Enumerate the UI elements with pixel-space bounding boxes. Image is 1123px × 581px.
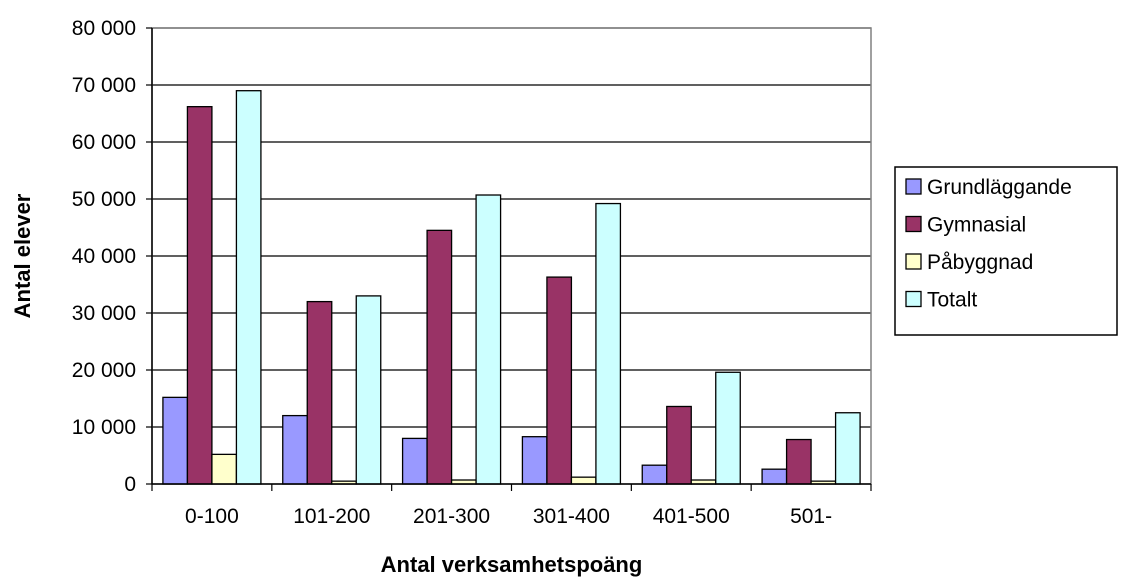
bar: [355, 295, 382, 485]
y-tick-label: 30 000: [72, 302, 136, 325]
legend-swatch: [905, 178, 922, 195]
y-tick-label: 20 000: [72, 359, 136, 382]
y-tick-labels: 0 10 000 20 000 30 000 40 000 50 000 60 000 70 …: [72, 17, 136, 496]
legend-label: Totalt: [927, 289, 977, 312]
bar: [595, 202, 622, 485]
bar: [475, 194, 502, 485]
x-tick-labels: 0-100 101-200 201-300 301-400 401-500 501-: [185, 505, 832, 528]
bar: [785, 438, 812, 485]
gridlines: [152, 27, 871, 428]
bar: [162, 396, 189, 485]
bar: [834, 412, 861, 485]
x-tick-label: 301-400: [533, 505, 610, 528]
x-tick-label: 201-300: [413, 505, 490, 528]
x-tick-label: 101-200: [293, 505, 370, 528]
legend-swatch: [905, 290, 922, 308]
y-tick-label: 60 000: [72, 131, 136, 154]
bar: [211, 453, 238, 485]
bar: [426, 229, 453, 485]
bar: [306, 300, 333, 485]
x-tick-label: 401-500: [653, 505, 730, 528]
y-axis-title: Antal elever: [10, 193, 35, 318]
y-tick-label: 80 000: [72, 17, 136, 40]
y-tick-label: 70 000: [72, 74, 136, 97]
bar: [282, 414, 308, 485]
legend-label: Gymnasial: [927, 214, 1026, 237]
bar: [521, 436, 548, 485]
y-tick-label: 50 000: [72, 188, 136, 211]
bar: [546, 276, 573, 485]
bar: [666, 405, 692, 485]
legend-swatch: [905, 253, 922, 270]
bar: [570, 476, 597, 485]
legend-box: [894, 166, 1118, 336]
bar: [761, 468, 788, 485]
y-tick-label: 0: [124, 473, 136, 496]
bar: [235, 90, 262, 485]
axes: [146, 27, 872, 491]
legend: Grundläggande Gymnasial Påbyggnad Totalt: [894, 166, 1118, 336]
bar: [186, 106, 213, 485]
y-tick-label: 40 000: [72, 245, 136, 268]
bar: [715, 371, 741, 485]
legend-label: Påbyggnad: [927, 251, 1033, 274]
bars: [162, 90, 861, 485]
bar: [401, 437, 428, 485]
bar: [641, 464, 668, 485]
legend-swatch: [905, 215, 922, 233]
x-axis-title: Antal verksamhetspoäng: [381, 552, 643, 577]
x-tick-label: 0-100: [185, 505, 239, 528]
x-tick-label: 501-: [790, 505, 832, 528]
y-tick-label: 10 000: [72, 416, 136, 439]
legend-label: Grundläggande: [927, 176, 1072, 199]
